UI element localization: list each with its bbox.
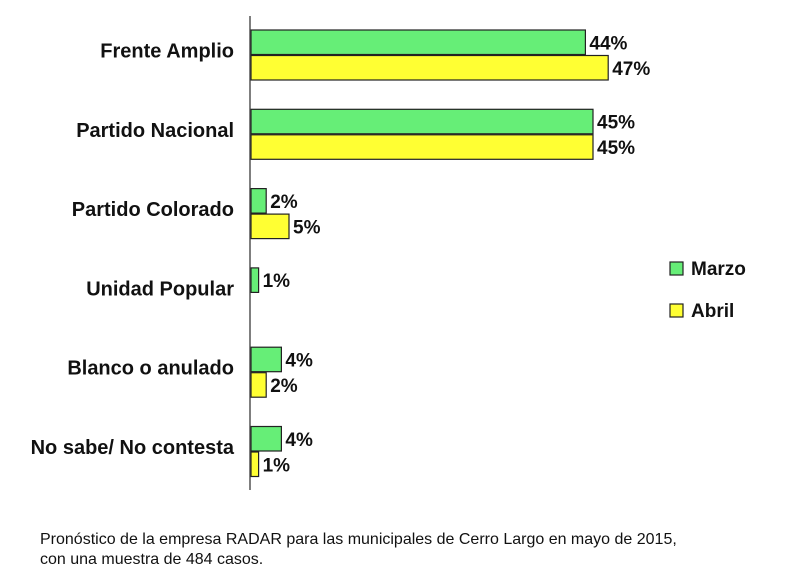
category-label-no-sabe-no-contesta: No sabe/ No contesta <box>31 437 235 459</box>
value-label-marzo-no-sabe-no-contesta: 4% <box>285 430 313 451</box>
figure-caption: Pronóstico de la empresa RADAR para las … <box>40 530 780 570</box>
value-label-marzo-partido-colorado: 2% <box>270 192 298 213</box>
legend-swatch-marzo <box>669 261 684 276</box>
value-label-marzo-blanco-o-anulado: 4% <box>285 350 313 371</box>
value-label-abril-blanco-o-anulado: 2% <box>270 376 298 397</box>
legend-swatch-abril <box>669 303 684 318</box>
category-label-partido-colorado: Partido Colorado <box>72 199 234 221</box>
category-label-partido-nacional: Partido Nacional <box>76 120 234 142</box>
caption-line-1: Pronóstico de la empresa RADAR para las … <box>40 531 677 548</box>
bar-marzo-frente-amplio <box>250 29 586 56</box>
value-label-abril-no-sabe-no-contesta: 1% <box>263 455 291 476</box>
legend-label-abril: Abril <box>691 301 734 322</box>
bar-abril-partido-nacional <box>250 134 594 160</box>
value-label-abril-frente-amplio: 47% <box>612 59 650 80</box>
bar-marzo-partido-colorado <box>250 188 267 214</box>
bar-abril-blanco-o-anulado <box>250 372 267 398</box>
bar-marzo-unidad-popular <box>250 267 260 293</box>
bar-abril-partido-colorado <box>250 213 290 240</box>
bar-marzo-blanco-o-anulado <box>250 346 282 373</box>
category-label-blanco-o-anulado: Blanco o anulado <box>67 358 234 380</box>
value-label-marzo-unidad-popular: 1% <box>263 271 291 292</box>
value-label-marzo-frente-amplio: 44% <box>589 33 627 54</box>
legend-label-marzo: Marzo <box>691 259 746 280</box>
value-label-marzo-partido-nacional: 45% <box>597 113 635 134</box>
bar-chart: Frente Amplio 44% 47% Partido Nacional 45% 45… <box>31 16 746 490</box>
value-label-abril-partido-colorado: 5% <box>293 217 321 238</box>
bar-abril-no-sabe-no-contesta <box>250 451 260 478</box>
value-label-abril-partido-nacional: 45% <box>597 138 635 159</box>
category-label-unidad-popular: Unidad Popular <box>86 278 234 300</box>
bar-marzo-partido-nacional <box>250 108 594 135</box>
category-label-frente-amplio: Frente Amplio <box>100 41 234 63</box>
bar-abril-frente-amplio <box>250 54 609 81</box>
bar-marzo-no-sabe-no-contesta <box>250 425 282 452</box>
caption-line-2: con una muestra de 484 casos. <box>40 551 264 568</box>
